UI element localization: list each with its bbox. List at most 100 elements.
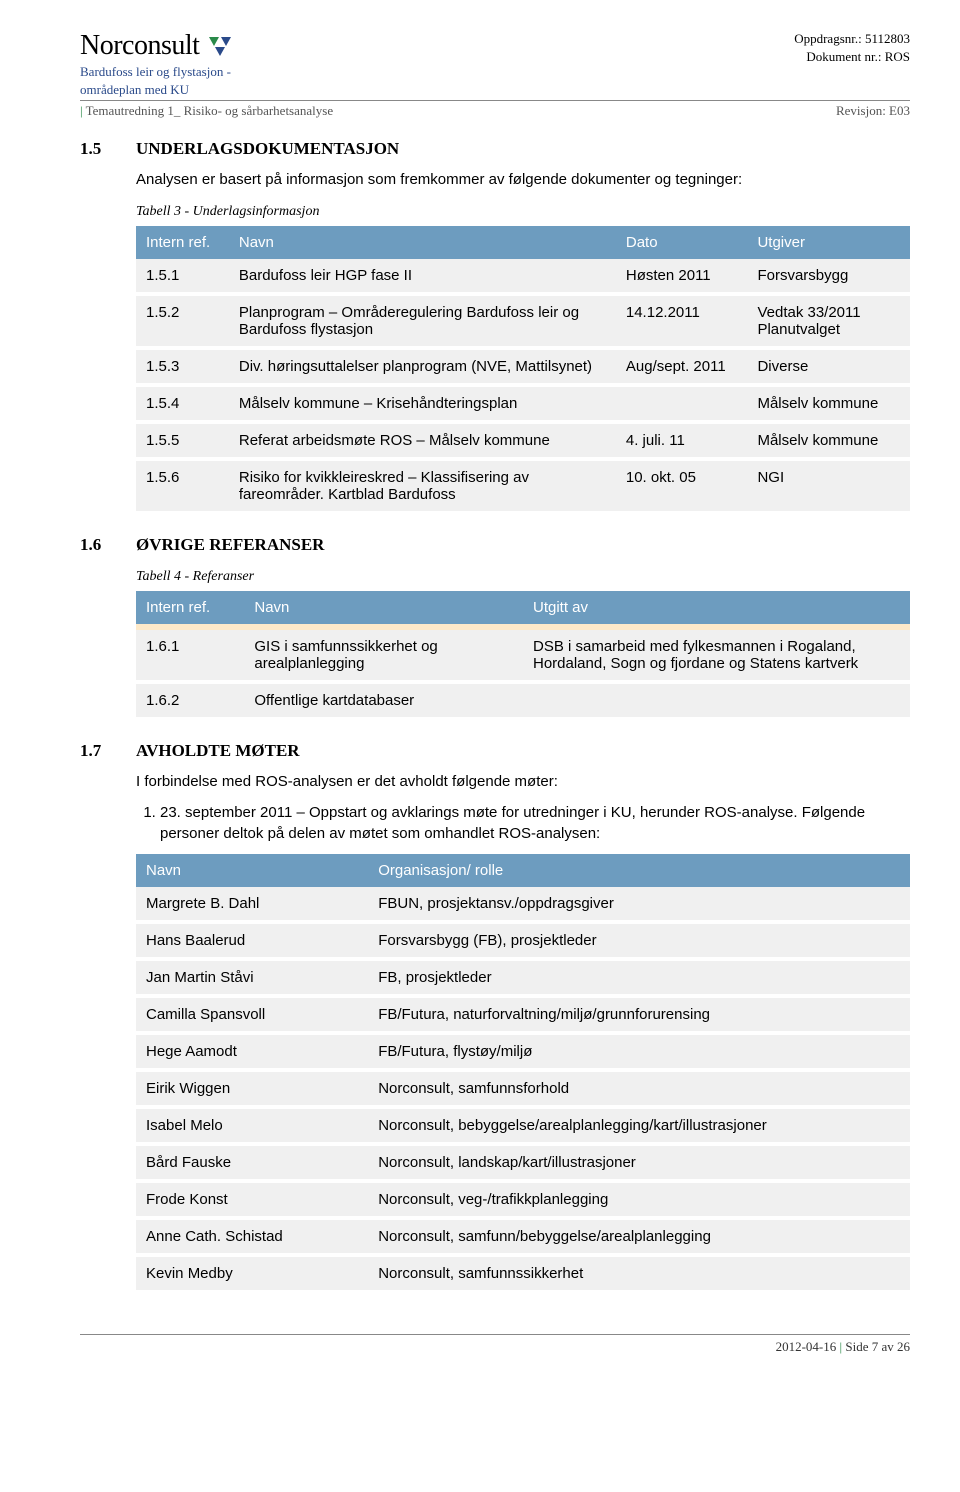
- table-cell: Risiko for kvikkleireskred – Klassifiser…: [229, 459, 616, 513]
- table-cell: FB/Futura, flystøy/miljø: [368, 1033, 910, 1070]
- table-row: Jan Martin StåviFB, prosjektleder: [136, 959, 910, 996]
- table-row: Eirik WiggenNorconsult, samfunnsforhold: [136, 1070, 910, 1107]
- section-title: UNDERLAGSDOKUMENTASJON: [136, 139, 399, 159]
- table-row: 1.5.4Målselv kommune – Krisehåndteringsp…: [136, 385, 910, 422]
- table-cell: Jan Martin Ståvi: [136, 959, 368, 996]
- table-cell: 1.5.6: [136, 459, 229, 513]
- table-cell: Div. høringsuttalelser planprogram (NVE,…: [229, 348, 616, 385]
- page-footer: 2012-04-16 | Side 7 av 26: [80, 1334, 910, 1355]
- table-cell: Norconsult, samfunn/bebyggelse/arealplan…: [368, 1218, 910, 1255]
- subhead-right: Revisjon: E03: [836, 103, 910, 119]
- table-participants: Navn Organisasjon/ rolle Margrete B. Dah…: [136, 854, 910, 1294]
- table-cell: Norconsult, bebyggelse/arealplanlegging/…: [368, 1107, 910, 1144]
- table-cell: GIS i samfunnssikkerhet og arealplanlegg…: [244, 630, 523, 682]
- s17-intro: I forbindelse med ROS-analysen er det av…: [136, 771, 910, 792]
- t3-h1: Intern ref.: [136, 226, 229, 259]
- dokumentnr: Dokument nr.: ROS: [794, 48, 910, 66]
- meeting-list: 23. september 2011 – Oppstart og avklari…: [160, 802, 910, 844]
- logo-block: Norconsult Bardufoss leir og flystasjon …: [80, 30, 235, 98]
- t4-h1: Intern ref.: [136, 591, 244, 624]
- table-cell: 1.5.3: [136, 348, 229, 385]
- table-cell: Forsvarsbygg (FB), prosjektleder: [368, 922, 910, 959]
- table-cell: Aug/sept. 2011: [616, 348, 748, 385]
- section-1-6: 1.6 ØVRIGE REFERANSER: [80, 535, 910, 555]
- table-cell: 1.5.4: [136, 385, 229, 422]
- oppdragsnr: Oppdragsnr.: 5112803: [794, 30, 910, 48]
- t5-h2: Organisasjon/ rolle: [368, 854, 910, 887]
- table-row: Bård FauskeNorconsult, landskap/kart/ill…: [136, 1144, 910, 1181]
- table-cell: Høsten 2011: [616, 259, 748, 294]
- table-row: Camilla SpansvollFB/Futura, naturforvalt…: [136, 996, 910, 1033]
- table-cell: Bård Fauske: [136, 1144, 368, 1181]
- table-cell: Isabel Melo: [136, 1107, 368, 1144]
- t3-h2: Navn: [229, 226, 616, 259]
- table-cell: 1.5.1: [136, 259, 229, 294]
- table-cell: Målselv kommune: [747, 385, 910, 422]
- table-row: Margrete B. DahlFBUN, prosjektansv./oppd…: [136, 887, 910, 922]
- table4-caption: Tabell 4 - Referanser: [136, 569, 910, 585]
- table-cell: Eirik Wiggen: [136, 1070, 368, 1107]
- header-subtitle-1: Bardufoss leir og flystasjon -: [80, 64, 235, 80]
- table-cell: [616, 385, 748, 422]
- table-cell: 10. okt. 05: [616, 459, 748, 513]
- section-number: 1.6: [80, 535, 136, 555]
- section-1-5: 1.5 UNDERLAGSDOKUMENTASJON: [80, 139, 910, 159]
- table-4: Intern ref. Navn Utgitt av 1.6.1GIS i sa…: [136, 591, 910, 721]
- footer-date: 2012-04-16: [776, 1339, 837, 1354]
- table-row: 1.6.1GIS i samfunnssikkerhet og arealpla…: [136, 630, 910, 682]
- table-cell: Kevin Medby: [136, 1255, 368, 1292]
- page-header: Norconsult Bardufoss leir og flystasjon …: [80, 30, 910, 98]
- table-cell: NGI: [747, 459, 910, 513]
- table-cell: Hege Aamodt: [136, 1033, 368, 1070]
- table-row: Hans BaalerudForsvarsbygg (FB), prosjekt…: [136, 922, 910, 959]
- table-cell: 1.5.5: [136, 422, 229, 459]
- section-title: ØVRIGE REFERANSER: [136, 535, 324, 555]
- table-cell: Offentlige kartdatabaser: [244, 682, 523, 719]
- table-cell: 1.5.2: [136, 294, 229, 348]
- table-row: 1.5.3Div. høringsuttalelser planprogram …: [136, 348, 910, 385]
- table-cell: 1.6.2: [136, 682, 244, 719]
- doc-meta: Oppdragsnr.: 5112803 Dokument nr.: ROS: [794, 30, 910, 66]
- t4-h3: Utgitt av: [523, 591, 910, 624]
- table-row: 1.5.1Bardufoss leir HGP fase IIHøsten 20…: [136, 259, 910, 294]
- t3-h4: Utgiver: [747, 226, 910, 259]
- header-subtitle-2: områdeplan med KU: [80, 82, 235, 98]
- subhead-left: Temautredning 1_ Risiko- og sårbarhetsan…: [86, 103, 333, 118]
- footer-page: Side 7 av 26: [845, 1339, 910, 1354]
- meeting-item-1: 23. september 2011 – Oppstart og avklari…: [160, 802, 910, 844]
- t5-h1: Navn: [136, 854, 368, 887]
- logo-icon: [205, 33, 235, 59]
- table-cell: FB, prosjektleder: [368, 959, 910, 996]
- table-row: Isabel MeloNorconsult, bebyggelse/arealp…: [136, 1107, 910, 1144]
- table-row: 1.5.5Referat arbeidsmøte ROS – Målselv k…: [136, 422, 910, 459]
- table-cell: Forsvarsbygg: [747, 259, 910, 294]
- table-row: Frode KonstNorconsult, veg-/trafikkplanl…: [136, 1181, 910, 1218]
- table-cell: 14.12.2011: [616, 294, 748, 348]
- table-cell: Norconsult, veg-/trafikkplanlegging: [368, 1181, 910, 1218]
- table-cell: Referat arbeidsmøte ROS – Målselv kommun…: [229, 422, 616, 459]
- table-3: Intern ref. Navn Dato Utgiver 1.5.1Bardu…: [136, 226, 910, 515]
- table-row: Hege AamodtFB/Futura, flystøy/miljø: [136, 1033, 910, 1070]
- table-cell: Margrete B. Dahl: [136, 887, 368, 922]
- table-row: Anne Cath. SchistadNorconsult, samfunn/b…: [136, 1218, 910, 1255]
- table-cell: [523, 682, 910, 719]
- table-cell: Norconsult, samfunnsforhold: [368, 1070, 910, 1107]
- t3-h3: Dato: [616, 226, 748, 259]
- table-cell: Norconsult, samfunnssikkerhet: [368, 1255, 910, 1292]
- table-cell: Norconsult, landskap/kart/illustrasjoner: [368, 1144, 910, 1181]
- table-row: 1.6.2Offentlige kartdatabaser: [136, 682, 910, 719]
- table-row: 1.5.6Risiko for kvikkleireskred – Klassi…: [136, 459, 910, 513]
- table-cell: Diverse: [747, 348, 910, 385]
- header-rule: [80, 100, 910, 101]
- table-cell: 1.6.1: [136, 630, 244, 682]
- table-cell: FB/Futura, naturforvaltning/miljø/grunnf…: [368, 996, 910, 1033]
- table-row: Kevin MedbyNorconsult, samfunnssikkerhet: [136, 1255, 910, 1292]
- logo-text: Norconsult: [80, 30, 199, 62]
- table-cell: FBUN, prosjektansv./oppdragsgiver: [368, 887, 910, 922]
- table-cell: Anne Cath. Schistad: [136, 1218, 368, 1255]
- table-cell: Målselv kommune: [747, 422, 910, 459]
- table-row: 1.5.2Planprogram – Områderegulering Bard…: [136, 294, 910, 348]
- subheader: | Temautredning 1_ Risiko- og sårbarhets…: [80, 103, 910, 119]
- table-cell: Camilla Spansvoll: [136, 996, 368, 1033]
- table-cell: Frode Konst: [136, 1181, 368, 1218]
